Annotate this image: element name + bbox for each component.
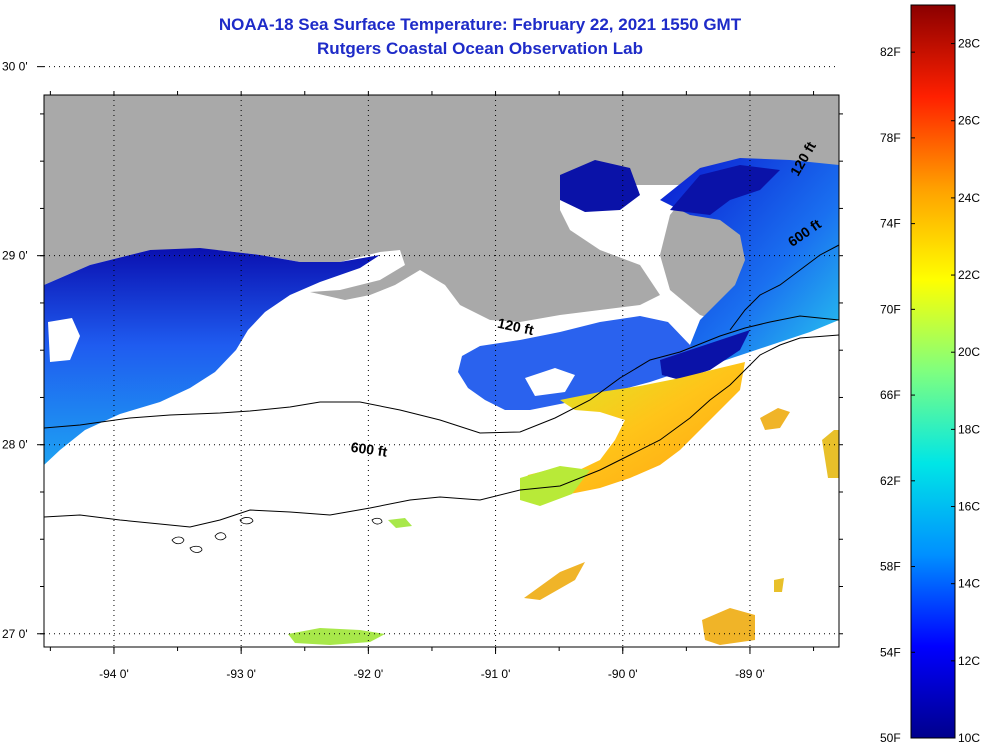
colorbar-fahrenheit-label: 82F [880,45,901,59]
sst-lake-east [560,160,640,212]
colorbar-fahrenheit-label: 62F [880,474,901,488]
lon-tick-label: -91 0' [481,667,511,681]
colorbar-fahrenheit-label: 74F [880,217,901,231]
colorbar-celsius-label: 20C [958,345,980,359]
map-ticks: -94 0' -93 0' -92 0' -91 0' -90 0' -89 0' 30 0… [2,60,843,681]
sst-patch-5 [822,430,839,478]
isobath-600ft-loops [171,517,383,553]
colorbar-fahrenheit-label: 66F [880,388,901,402]
sst-patch-3 [760,408,790,430]
colorbar-fahrenheit-label: 78F [880,131,901,145]
colorbar-celsius-label: 18C [958,422,980,436]
contour-label: 120 ft [496,315,535,338]
lat-tick-label: 30 0' [2,60,28,74]
sst-patch-4 [288,628,385,645]
colorbar-celsius-label: 22C [958,268,980,282]
land-area [44,95,839,325]
sst-patch-2 [702,608,755,645]
colorbar-celsius-label: 26C [958,114,980,128]
map-layers [44,95,839,645]
sst-warm-offshore [520,362,745,498]
colorbar-gradient [910,4,956,739]
sst-patch-6 [774,578,784,592]
lat-tick-label: 27 0' [2,627,28,641]
colorbar-labels: 28C 26C 24C 22C 20C 18C 16C 14C 12C 10C 82F 78F 74F 7… [880,37,980,745]
map-border [43,94,840,648]
colorbar-celsius-label: 10C [958,731,980,745]
colorbar-fahrenheit-label: 70F [880,302,901,316]
sst-east-nearshore [670,165,780,215]
cloud-gap-central [525,368,575,396]
colorbar-fahrenheit-label: 50F [880,731,901,745]
colorbar: 28C 26C 24C 22C 20C 18C 16C 14C 12C 10C 82F 78F 74F 7… [880,4,980,745]
chart-title: NOAA-18 Sea Surface Temperature: Februar… [218,15,742,34]
lon-tick-label: -89 0' [735,667,765,681]
isobath-120ft-north [729,244,839,331]
colorbar-celsius-label: 14C [958,577,980,591]
lon-tick-label: -94 0' [99,667,129,681]
colorbar-celsius-label: 24C [958,191,980,205]
sst-west-band [44,248,380,465]
cloud-gap-west [48,318,80,362]
land-mid [44,160,839,250]
lon-tick-label: -93 0' [226,667,256,681]
lat-tick-label: 28 0' [2,438,28,452]
sst-patch-7 [388,518,412,528]
sst-central-band [458,316,700,410]
contour-label: 600 ft [350,439,389,460]
sst-delta-dark [660,330,750,380]
lon-tick-label: -92 0' [354,667,384,681]
colorbar-fahrenheit-label: 58F [880,560,901,574]
colorbar-fahrenheit-label: 54F [880,645,901,659]
chart-subtitle: Rutgers Coastal Ocean Observation Lab [317,39,643,58]
lat-tick-label: 29 0' [2,249,28,263]
isobath-120ft [44,315,839,434]
colorbar-celsius-label: 12C [958,654,980,668]
colorbar-celsius-label: 28C [958,37,980,51]
map-grid [44,66,839,647]
lon-tick-label: -90 0' [608,667,638,681]
colorbar-celsius-label: 16C [958,500,980,514]
isobath-600ft [44,334,839,528]
sst-patch-1 [524,562,585,600]
